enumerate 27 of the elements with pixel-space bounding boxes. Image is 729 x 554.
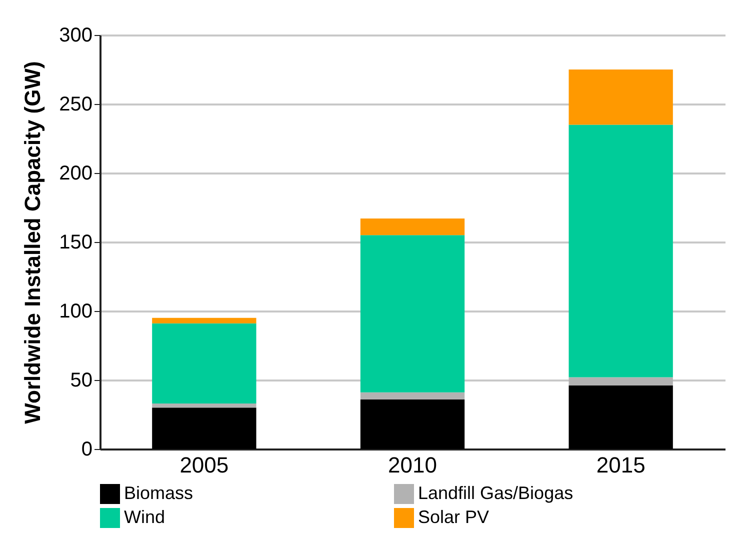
y-axis-title: Worldwide Installed Capacity (GW) (20, 61, 46, 424)
x-tick-label: 2010 (388, 452, 437, 478)
bar (360, 399, 465, 449)
bar (152, 323, 256, 404)
bar (568, 70, 673, 125)
y-tick-label: 100 (59, 300, 92, 322)
bar (152, 318, 256, 324)
bar (360, 392, 465, 400)
legend-label: Wind (124, 507, 166, 527)
bar (152, 403, 256, 408)
y-tick-label: 50 (70, 370, 92, 392)
bar (568, 377, 673, 386)
bar (568, 386, 673, 449)
y-tick-label: 250 (59, 94, 92, 116)
bar (152, 408, 256, 449)
bar (360, 235, 465, 392)
legend-label: Solar PV (418, 507, 490, 527)
legend-label: Biomass (124, 483, 194, 503)
bar (360, 218, 465, 236)
legend-label: Landfill Gas/Biogas (418, 483, 574, 503)
y-tick-label: 200 (59, 162, 92, 184)
x-tick-label: 2005 (180, 452, 229, 478)
y-tick-label: 0 (81, 438, 92, 460)
y-tick-label: 150 (59, 232, 92, 254)
y-tick-label: 300 (59, 24, 92, 46)
x-tick-label: 2015 (596, 452, 646, 478)
bar (568, 124, 673, 378)
